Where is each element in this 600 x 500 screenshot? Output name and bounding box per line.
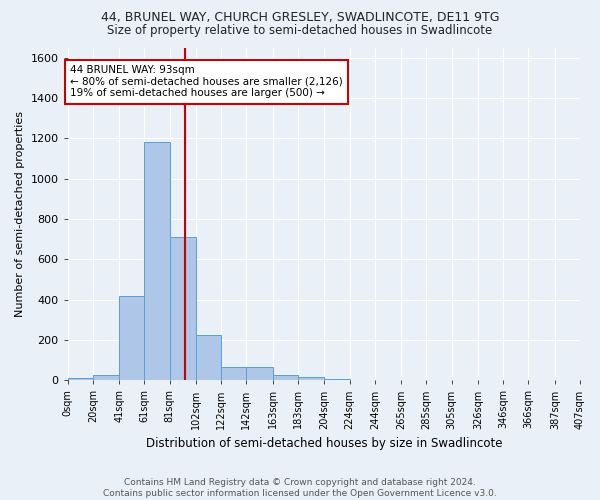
Bar bbox=[298, 377, 325, 380]
Text: 44, BRUNEL WAY, CHURCH GRESLEY, SWADLINCOTE, DE11 9TG: 44, BRUNEL WAY, CHURCH GRESLEY, SWADLINC… bbox=[101, 11, 499, 24]
X-axis label: Distribution of semi-detached houses by size in Swadlincote: Distribution of semi-detached houses by … bbox=[146, 437, 502, 450]
Y-axis label: Number of semi-detached properties: Number of semi-detached properties bbox=[15, 111, 25, 317]
Bar bbox=[68, 378, 93, 380]
Bar bbox=[247, 367, 273, 380]
Bar bbox=[119, 296, 145, 380]
Text: Contains HM Land Registry data © Crown copyright and database right 2024.
Contai: Contains HM Land Registry data © Crown c… bbox=[103, 478, 497, 498]
Bar bbox=[221, 367, 247, 380]
Bar bbox=[273, 375, 298, 380]
Text: Size of property relative to semi-detached houses in Swadlincote: Size of property relative to semi-detach… bbox=[107, 24, 493, 37]
Bar bbox=[196, 335, 221, 380]
Text: 44 BRUNEL WAY: 93sqm
← 80% of semi-detached houses are smaller (2,126)
19% of se: 44 BRUNEL WAY: 93sqm ← 80% of semi-detac… bbox=[70, 65, 343, 98]
Bar bbox=[145, 142, 170, 380]
Bar bbox=[93, 375, 119, 380]
Bar bbox=[170, 237, 196, 380]
